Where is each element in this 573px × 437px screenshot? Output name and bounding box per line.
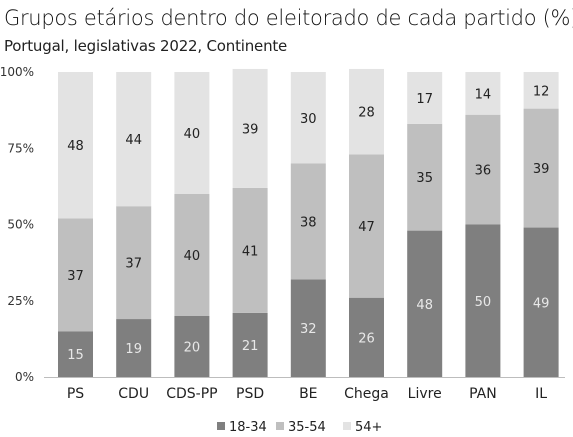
data-label: 38 (300, 215, 317, 230)
data-label: 37 (125, 257, 142, 272)
data-label: 39 (533, 162, 550, 177)
bar-segment (349, 154, 384, 298)
bar-segment (465, 72, 501, 115)
bar-segment (232, 312, 268, 377)
bar-segment (174, 194, 210, 316)
bar-segment (174, 72, 210, 194)
data-label: 44 (125, 133, 142, 148)
bar-segment (290, 279, 326, 377)
legend-label: 35-54 (288, 420, 326, 435)
data-label: 47 (358, 220, 375, 235)
data-label: 40 (184, 249, 201, 264)
bar-segment (407, 230, 443, 377)
data-label: 49 (533, 296, 550, 311)
data-label: 26 (358, 331, 375, 346)
category-label: PSD (236, 386, 264, 402)
chart-title: Grupos etários dentro do eleitorado de c… (4, 6, 573, 30)
data-label: 37 (67, 269, 84, 284)
bar-segment (232, 68, 268, 188)
bar-segment (116, 72, 152, 207)
category-label: PS (67, 386, 84, 402)
legend-swatch (343, 422, 351, 430)
legend-swatch (217, 422, 225, 430)
data-label: 17 (416, 92, 433, 107)
data-label: 19 (125, 342, 142, 357)
data-label: 20 (184, 341, 201, 356)
data-label: 21 (242, 339, 259, 354)
bar-segment (290, 163, 326, 280)
legend-label: 18-34 (229, 420, 267, 435)
data-label: 39 (242, 122, 259, 137)
y-tick-label: 50% (7, 218, 34, 232)
y-tick-label: 75% (7, 141, 34, 155)
data-label: 14 (475, 87, 492, 102)
category-label: Livre (408, 386, 442, 402)
bar-segment (523, 227, 559, 377)
category-label: BE (299, 386, 317, 402)
y-tick-label: 25% (7, 294, 34, 308)
bar-segment (58, 72, 93, 219)
bar-segment (174, 316, 210, 377)
data-label: 30 (300, 112, 317, 127)
data-label: 48 (416, 298, 433, 313)
bar-segment (465, 114, 501, 225)
data-label: 28 (358, 106, 375, 121)
bar-segment (407, 72, 443, 124)
chart-subtitle: Portugal, legislativas 2022, Continente (4, 37, 288, 55)
bar-segment (523, 108, 559, 228)
legend-label: 54+ (355, 420, 382, 435)
bar-segment (465, 224, 501, 377)
y-tick-label: 100% (0, 65, 34, 79)
legend-swatch (276, 422, 284, 430)
bar-segment (232, 187, 268, 313)
data-label: 15 (67, 348, 84, 363)
category-label: Chega (344, 386, 389, 402)
data-label: 32 (300, 322, 317, 337)
bar-segment (116, 319, 152, 377)
category-label: CDU (118, 386, 149, 402)
bar-segment (58, 331, 93, 377)
category-label: CDS-PP (166, 386, 217, 402)
bar-segment (407, 123, 443, 231)
data-label: 12 (533, 84, 550, 99)
bar-segment (349, 297, 384, 377)
data-label: 36 (475, 164, 492, 179)
data-label: 41 (242, 244, 259, 259)
bar-segment (58, 218, 93, 332)
bar-segment (290, 72, 326, 164)
data-label: 40 (184, 127, 201, 142)
y-tick-label: 0% (15, 370, 34, 384)
category-label: PAN (469, 386, 497, 402)
data-label: 35 (416, 171, 433, 186)
bar-segment (523, 72, 559, 109)
bar-segment (349, 68, 384, 155)
bar-segment (116, 206, 152, 320)
category-label: IL (535, 386, 547, 402)
data-label: 48 (67, 139, 84, 154)
data-label: 50 (475, 295, 492, 310)
